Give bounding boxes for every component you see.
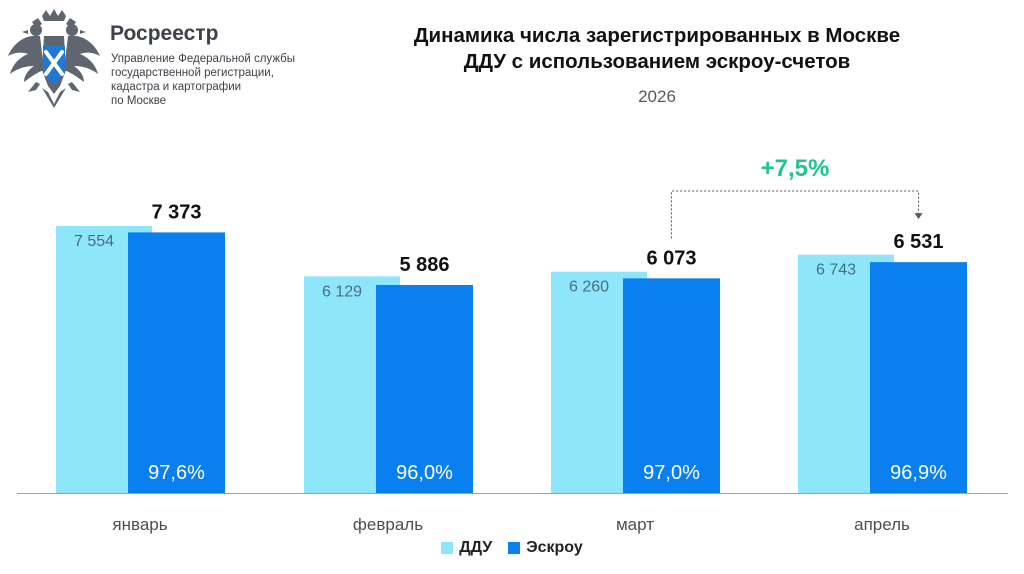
growth-arrow-head bbox=[914, 213, 923, 220]
org-sub-line: государственной регистрации, bbox=[111, 67, 274, 79]
ddu-value-label: 6 129 bbox=[322, 283, 362, 300]
legend-label-escrow: Эскроу bbox=[526, 539, 583, 556]
bar-escrow bbox=[376, 284, 473, 493]
legend-item-ddu: ДДУ bbox=[441, 539, 492, 557]
escrow-value-label: 5 886 bbox=[399, 254, 449, 276]
legend-swatch-ddu bbox=[441, 542, 454, 554]
ddu-value-label: 6 260 bbox=[569, 279, 609, 296]
escrow-value-label: 7 373 bbox=[151, 201, 201, 223]
x-tick-label: апрель bbox=[854, 515, 910, 534]
x-tick-label: январь bbox=[112, 515, 167, 534]
escrow-value-label: 6 531 bbox=[893, 231, 943, 253]
legend-swatch-escrow bbox=[508, 542, 521, 554]
org-subtitle: Управление Федеральной службы государств… bbox=[111, 52, 321, 108]
chart-subtitle: 2026 bbox=[638, 87, 676, 106]
org-name: Росреестр bbox=[110, 22, 219, 45]
chart-title-line: ДДУ с использованием эскроу-счетов bbox=[463, 50, 851, 73]
growth-connector bbox=[671, 190, 919, 239]
x-tick-label: февраль bbox=[353, 515, 423, 534]
legend-label-ddu: ДДУ bbox=[459, 539, 493, 556]
emblem-logo-icon bbox=[8, 9, 100, 108]
org-sub-line: по Москве bbox=[111, 95, 167, 107]
share-label: 97,0% bbox=[643, 462, 700, 484]
ddu-value-label: 7 554 bbox=[74, 233, 114, 250]
legend-item-escrow: Эскроу bbox=[508, 539, 583, 557]
chart-title-line: Динамика числа зарегистрированных в Моск… bbox=[413, 24, 901, 47]
x-tick-label: март bbox=[616, 515, 654, 534]
bar-escrow bbox=[623, 278, 720, 493]
escrow-value-label: 6 073 bbox=[646, 247, 696, 269]
bar-escrow bbox=[870, 262, 967, 493]
growth-annotation: +7,5% bbox=[761, 155, 830, 182]
org-sub-line: Управление Федеральной службы bbox=[111, 53, 295, 65]
ddu-value-label: 6 743 bbox=[816, 262, 856, 279]
legend: ДДУ Эскроу bbox=[0, 539, 1024, 557]
chart-title: Динамика числа зарегистрированных в Моск… bbox=[340, 23, 974, 75]
bar-escrow bbox=[128, 232, 225, 494]
share-label: 97,6% bbox=[148, 462, 205, 484]
share-label: 96,0% bbox=[396, 462, 453, 484]
org-sub-line: кадастра и картографии bbox=[111, 81, 242, 93]
share-label: 96,9% bbox=[890, 462, 947, 484]
